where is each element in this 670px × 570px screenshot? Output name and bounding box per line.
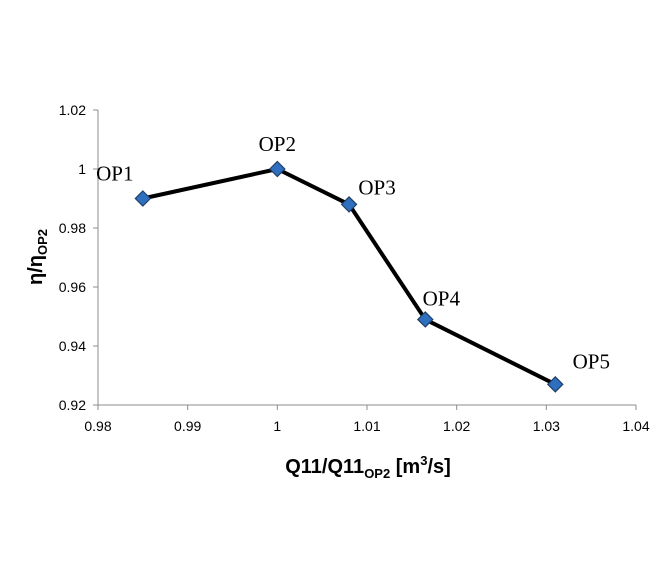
tick-labels: 0.92 0.94 0.96 0.98 1 1.02 0.98 0.99 1 1.01 1.02 1.… (59, 102, 650, 434)
x-tick-label: 1.04 (622, 418, 649, 434)
data-point-marker (416, 311, 434, 328)
y-tick-label: 1.02 (59, 102, 86, 118)
data-point-marker (268, 160, 286, 178)
x-tick-label: 1.01 (353, 418, 380, 434)
data-point-marker (546, 376, 564, 393)
y-axis-title: η/ηOP2 (25, 229, 50, 285)
data-point-label: OP2 (259, 132, 296, 156)
y-tick-label: 0.96 (59, 279, 86, 295)
data-point-label: OP5 (573, 349, 610, 373)
data-point-label: OP3 (358, 175, 395, 199)
point-labels: OP1 OP2 OP3 OP4 OP5 (96, 132, 610, 373)
x-tick-label: 0.99 (174, 418, 201, 434)
x-tick-label: 1.03 (533, 418, 560, 434)
y-tick-label: 0.94 (59, 338, 86, 354)
y-tick-label: 0.98 (59, 220, 86, 236)
x-axis-title: Q11/Q11OP2 [m3/s] (285, 453, 451, 481)
data-point-label: OP1 (96, 162, 133, 186)
data-point-marker (340, 196, 358, 213)
x-tick-label: 1 (273, 418, 281, 434)
y-tick-label: 1 (78, 161, 86, 177)
x-tick-label: 0.98 (84, 418, 111, 434)
y-tick-label: 0.92 (59, 397, 86, 413)
x-tick-label: 1.02 (443, 418, 470, 434)
data-point-label: OP4 (423, 286, 461, 310)
data-series (134, 160, 564, 393)
axes (93, 109, 637, 410)
data-point-marker (134, 190, 152, 207)
